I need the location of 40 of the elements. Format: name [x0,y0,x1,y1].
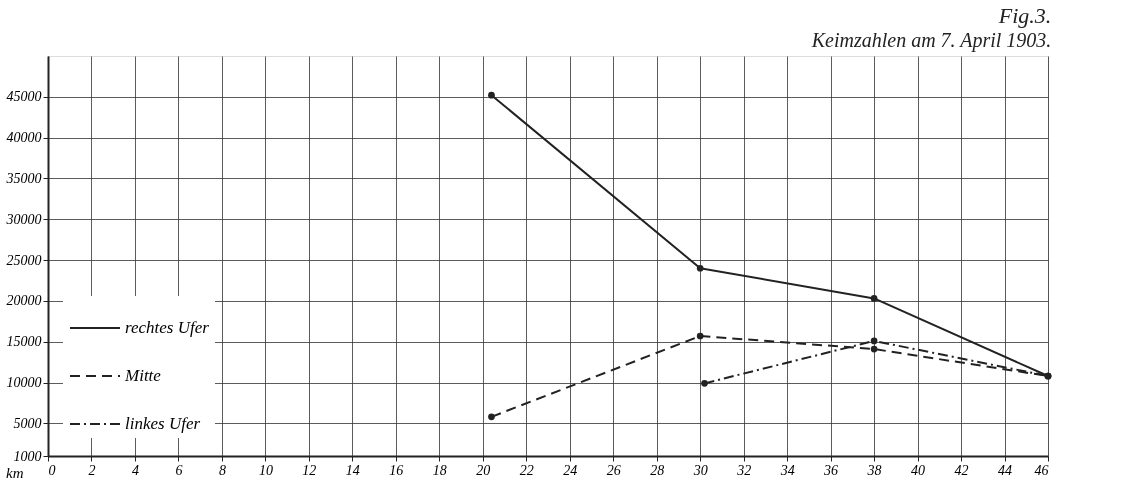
x-tick-label: 26 [606,462,621,478]
chart-title: Fig.3. [997,3,1052,28]
x-tick-label: 28 [650,462,665,478]
x-tick-label: 38 [866,462,882,478]
y-tick-label: 45000 [6,89,42,105]
legend-label: Mitte [124,366,162,385]
x-tick-label: 4 [131,462,139,478]
y-tick-label: 15000 [6,334,42,350]
y-tick-label: 20000 [6,293,42,309]
x-tick-label: 24 [563,462,578,478]
x-tick-label: 36 [823,462,839,478]
x-tick-label: 14 [345,462,360,478]
x-tick-label: 20 [476,462,491,478]
y-tick-label: 35000 [5,170,42,186]
x-tick-label: 42 [954,462,969,478]
y-tick-label: 40000 [6,130,42,146]
x-tick-label: 30 [692,462,708,478]
x-tick-label: 34 [779,462,795,478]
x-tick-label: 32 [736,462,752,478]
chart-subtitle: Keimzahlen am 7. April 1903. [810,29,1052,52]
x-tick-label: 10 [258,462,273,478]
x-tick-label: 16 [389,462,404,478]
y-tick-label: 1000 [13,448,42,464]
x-tick-label: 12 [302,462,317,478]
x-tick-label: 18 [432,462,447,478]
x-tick-label: 0 [48,462,56,478]
legend-label: linkes Ufer [125,414,201,433]
y-tick-label: 30000 [5,211,42,227]
y-tick-label: 10000 [6,375,42,391]
x-tick-label: 6 [175,462,183,478]
x-tick-label: 44 [998,462,1013,478]
x-tick-label: 46 [1034,462,1049,478]
x-tick-label: 22 [519,462,534,478]
legend-label: rechtes Ufer [125,318,210,337]
x-tick-label: 40 [911,462,926,478]
x-tick-label: 2 [88,462,96,478]
x-tick-label: 8 [218,462,226,478]
y-tick-label: 25000 [6,252,42,268]
y-tick-label: 5000 [13,415,42,431]
x-axis-title: km [6,464,24,481]
